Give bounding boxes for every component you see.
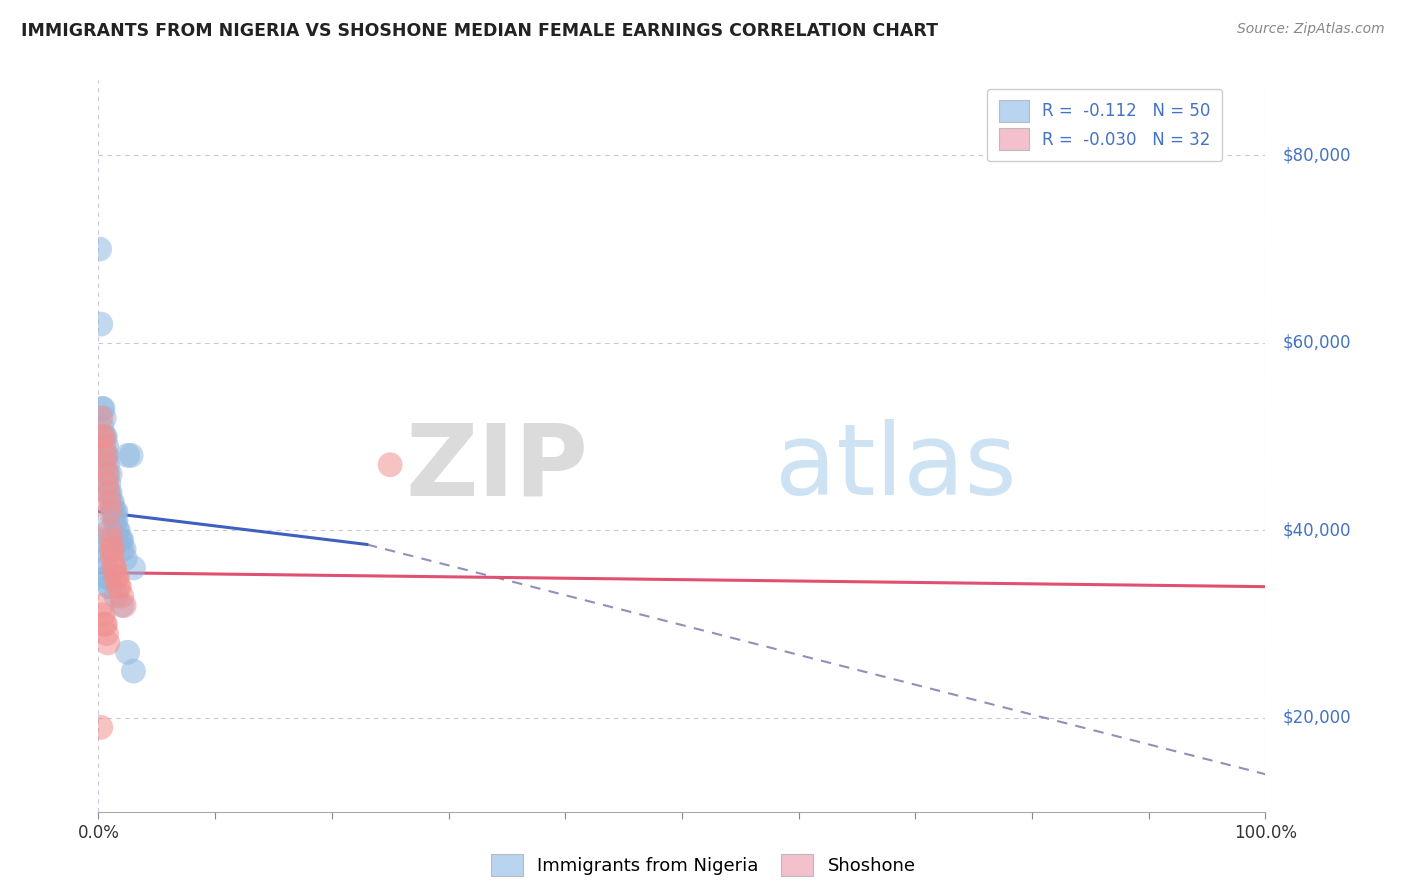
Point — [94, 429, 117, 443]
Point — [94, 561, 117, 575]
Point — [101, 505, 124, 519]
Point — [94, 617, 117, 632]
Point — [96, 476, 118, 491]
Point — [103, 561, 125, 575]
Point — [117, 449, 139, 463]
Point — [98, 524, 121, 538]
Point — [93, 429, 115, 443]
Point — [93, 410, 115, 425]
Point — [105, 524, 128, 538]
Point — [108, 533, 131, 547]
Text: IMMIGRANTS FROM NIGERIA VS SHOSHONE MEDIAN FEMALE EARNINGS CORRELATION CHART: IMMIGRANTS FROM NIGERIA VS SHOSHONE MEDI… — [21, 22, 938, 40]
Point — [104, 561, 127, 575]
Point — [100, 533, 122, 547]
Point — [122, 664, 145, 678]
Point — [90, 429, 112, 443]
Point — [111, 542, 134, 557]
Text: $40,000: $40,000 — [1282, 522, 1351, 540]
Point — [97, 476, 120, 491]
Point — [380, 458, 402, 472]
Point — [101, 551, 124, 566]
Point — [90, 599, 112, 613]
Point — [98, 467, 121, 482]
Point — [94, 449, 117, 463]
Point — [107, 524, 129, 538]
Text: $80,000: $80,000 — [1282, 146, 1351, 164]
Point — [103, 505, 125, 519]
Point — [122, 561, 145, 575]
Legend: Immigrants from Nigeria, Shoshone: Immigrants from Nigeria, Shoshone — [484, 847, 922, 883]
Point — [96, 439, 118, 453]
Point — [90, 410, 112, 425]
Point — [100, 495, 122, 509]
Point — [91, 429, 114, 443]
Point — [104, 505, 127, 519]
Point — [120, 449, 142, 463]
Point — [97, 636, 120, 650]
Point — [97, 580, 120, 594]
Point — [93, 551, 115, 566]
Point — [97, 486, 120, 500]
Point — [90, 524, 112, 538]
Point — [101, 542, 124, 557]
Point — [89, 242, 111, 256]
Text: $60,000: $60,000 — [1282, 334, 1351, 351]
Point — [111, 599, 134, 613]
Point — [107, 580, 129, 594]
Point — [112, 542, 135, 557]
Point — [112, 599, 135, 613]
Point — [91, 401, 114, 416]
Point — [97, 486, 120, 500]
Point — [117, 645, 139, 659]
Point — [111, 533, 134, 547]
Point — [97, 495, 120, 509]
Point — [90, 317, 112, 331]
Point — [104, 514, 127, 528]
Point — [90, 533, 112, 547]
Point — [98, 580, 121, 594]
Point — [96, 449, 118, 463]
Point — [91, 607, 114, 622]
Point — [114, 551, 136, 566]
Point — [97, 467, 120, 482]
Point — [93, 617, 115, 632]
Point — [97, 458, 120, 472]
Point — [100, 542, 122, 557]
Point — [104, 514, 127, 528]
Point — [94, 449, 117, 463]
Point — [108, 580, 131, 594]
Point — [96, 626, 118, 640]
Point — [105, 570, 128, 584]
Point — [98, 486, 121, 500]
Point — [96, 467, 118, 482]
Point — [110, 533, 132, 547]
Point — [104, 505, 127, 519]
Point — [97, 570, 120, 584]
Point — [93, 439, 115, 453]
Point — [91, 429, 114, 443]
Point — [104, 589, 127, 603]
Text: Source: ZipAtlas.com: Source: ZipAtlas.com — [1237, 22, 1385, 37]
Point — [96, 570, 118, 584]
Point — [111, 589, 134, 603]
Point — [104, 570, 127, 584]
Point — [94, 458, 117, 472]
Legend: R =  -0.112   N = 50, R =  -0.030   N = 32: R = -0.112 N = 50, R = -0.030 N = 32 — [987, 88, 1222, 161]
Point — [101, 495, 124, 509]
Text: ZIP: ZIP — [406, 419, 589, 516]
Text: $20,000: $20,000 — [1282, 709, 1351, 727]
Point — [91, 542, 114, 557]
Text: atlas: atlas — [775, 419, 1017, 516]
Point — [90, 401, 112, 416]
Point — [90, 420, 112, 434]
Point — [90, 720, 112, 734]
Point — [98, 505, 121, 519]
